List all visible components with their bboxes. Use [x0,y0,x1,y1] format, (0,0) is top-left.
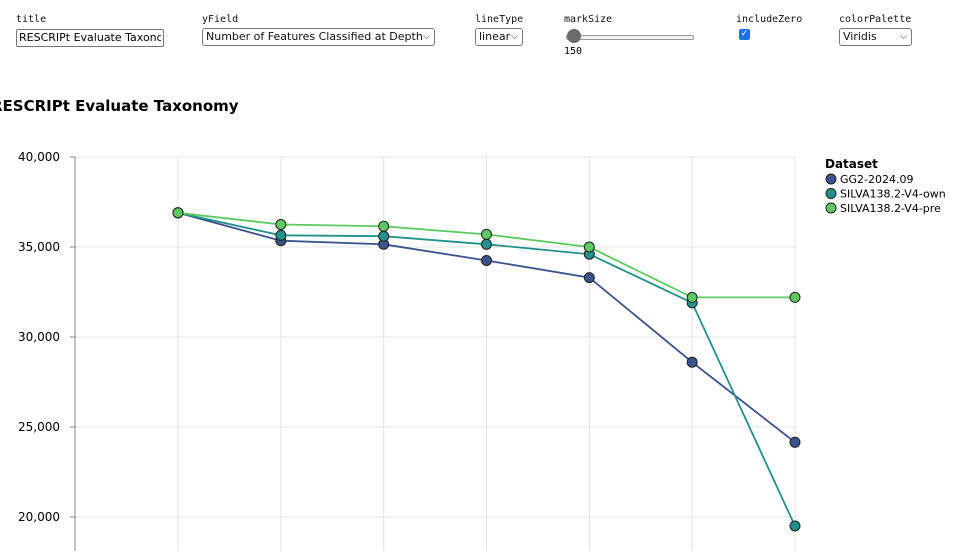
data-point[interactable] [583,241,595,253]
legend-title: Dataset [825,157,878,171]
chevron-down-icon: ⌵ [511,32,518,42]
colorpalette-control: colorPalette Viridis ⌵ [839,14,912,46]
title-input[interactable] [16,28,164,47]
chevron-down-icon: ⌵ [900,32,907,42]
data-point[interactable] [789,291,801,303]
marksize-control-label: markSize [564,14,613,25]
marksize-control: markSize 150 [564,14,696,57]
series-points [172,207,801,532]
yfield-select-value: Number of Features Classified at Depth [206,30,423,43]
yfield-select[interactable]: Number of Features Classified at Depth ⌵ [202,28,435,46]
title-control-label: title [16,14,47,25]
line-chart: RESCRIPt Evaluate Taxonomy 20,000 25,000 3… [0,97,946,551]
y-axis: 20,000 25,000 30,000 35,000 40,000 [18,150,76,551]
linetype-control-label: lineType [475,14,524,25]
yfield-control-label: yField [202,14,239,25]
data-point[interactable] [480,238,492,250]
chevron-down-icon: ⌵ [423,32,430,42]
y-tick-label: 25,000 [18,420,60,434]
data-point[interactable] [172,207,184,219]
data-point[interactable] [789,436,801,448]
linetype-select-value: linear [479,30,511,43]
data-point[interactable] [789,520,801,532]
includezero-control-label: includeZero [736,14,803,25]
marksize-slider[interactable] [564,26,696,46]
legend-swatch [825,188,837,199]
marksize-value: 150 [564,46,583,57]
data-point[interactable] [480,255,492,266]
linetype-select[interactable]: linear ⌵ [475,28,523,46]
includezero-control: includeZero ✓ [736,14,802,40]
legend-label: GG2-2024.09 [840,173,914,186]
data-point[interactable] [480,228,492,240]
linetype-control: lineType linear ⌵ [475,14,523,46]
legend: Dataset GG2-2024.09 SILVA138.2-V4-ownSILV… [825,157,946,215]
includezero-checkbox[interactable]: ✓ [739,29,750,40]
title-control: title [16,14,164,47]
colorpalette-select[interactable]: Viridis ⌵ [839,28,912,46]
data-point[interactable] [583,272,595,284]
marksize-slider-track [566,35,694,40]
legend-label: SILVA138.2-V4-own [840,188,946,201]
y-tick-label: 30,000 [18,330,60,344]
data-point[interactable] [378,230,390,242]
legend-swatch [825,173,837,185]
y-tick-label: 40,000 [18,150,60,164]
data-point[interactable] [275,219,287,230]
data-point[interactable] [686,291,698,303]
legend-swatch [825,202,837,214]
yfield-control: yField Number of Features Classified at … [202,14,435,46]
chart-grid [75,156,796,551]
colorpalette-control-label: colorPalette [839,14,912,25]
data-point[interactable] [275,229,287,241]
data-point[interactable] [686,356,698,368]
data-point[interactable] [378,220,390,232]
y-tick-label: 20,000 [18,510,60,524]
marksize-slider-thumb[interactable] [567,29,581,43]
chart-title: RESCRIPt Evaluate Taxonomy [0,97,239,115]
colorpalette-select-value: Viridis [843,30,877,43]
y-tick-label: 35,000 [18,240,60,254]
legend-label: SILVA138.2-V4-pre [840,202,941,215]
